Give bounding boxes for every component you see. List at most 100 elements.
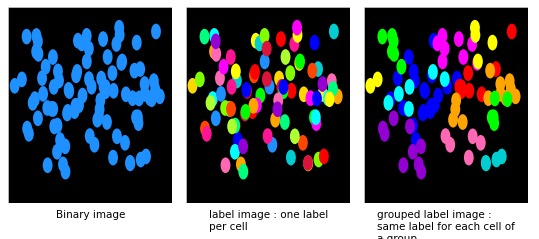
Ellipse shape [49,79,59,95]
Ellipse shape [458,114,468,130]
Ellipse shape [327,73,337,89]
Ellipse shape [409,64,419,79]
Text: label image : one label
per cell: label image : one label per cell [209,210,328,232]
Ellipse shape [279,84,288,99]
Ellipse shape [233,132,243,148]
Ellipse shape [136,152,146,167]
Ellipse shape [140,86,150,102]
Ellipse shape [226,49,236,65]
Ellipse shape [404,101,414,117]
Ellipse shape [95,101,105,117]
Ellipse shape [55,132,65,148]
Ellipse shape [309,109,319,125]
Ellipse shape [488,35,497,50]
Ellipse shape [220,158,231,173]
Ellipse shape [262,71,272,87]
Ellipse shape [37,70,47,86]
Ellipse shape [211,33,220,49]
Ellipse shape [63,104,73,120]
Ellipse shape [72,64,82,80]
Ellipse shape [38,86,48,102]
Ellipse shape [195,71,205,87]
Ellipse shape [317,76,327,92]
Ellipse shape [226,101,236,117]
Ellipse shape [299,87,309,102]
Ellipse shape [31,44,41,59]
Ellipse shape [404,49,413,65]
Ellipse shape [430,98,440,113]
Ellipse shape [377,29,388,44]
Ellipse shape [310,35,320,50]
Ellipse shape [273,92,283,108]
Ellipse shape [231,64,241,79]
Ellipse shape [150,81,160,97]
Ellipse shape [252,98,262,113]
Ellipse shape [64,83,74,99]
Ellipse shape [225,101,234,117]
Ellipse shape [450,109,460,125]
Ellipse shape [87,79,96,95]
Ellipse shape [109,83,119,99]
Ellipse shape [155,89,165,104]
Ellipse shape [428,64,438,80]
Ellipse shape [209,28,219,44]
Ellipse shape [215,70,225,86]
Ellipse shape [238,164,248,179]
Ellipse shape [303,156,313,171]
Ellipse shape [489,115,499,131]
Ellipse shape [485,63,495,78]
Ellipse shape [125,155,135,171]
Ellipse shape [85,128,95,144]
Ellipse shape [132,35,142,50]
Ellipse shape [452,71,462,86]
Ellipse shape [289,36,299,52]
Ellipse shape [389,110,399,126]
Ellipse shape [427,68,437,83]
Ellipse shape [454,79,464,95]
Ellipse shape [306,90,315,106]
Ellipse shape [50,119,59,134]
Ellipse shape [53,64,63,79]
Ellipse shape [135,61,145,77]
Ellipse shape [448,112,458,128]
Ellipse shape [17,71,27,87]
Ellipse shape [71,98,80,114]
Ellipse shape [254,36,265,51]
Ellipse shape [260,54,270,69]
Ellipse shape [505,73,515,89]
Ellipse shape [333,89,343,104]
Ellipse shape [410,73,420,88]
Ellipse shape [312,91,322,106]
Ellipse shape [307,63,317,78]
Ellipse shape [372,71,383,87]
Ellipse shape [227,79,237,95]
Ellipse shape [425,103,436,119]
Ellipse shape [476,135,486,151]
Ellipse shape [293,27,302,43]
Ellipse shape [451,92,461,108]
Ellipse shape [273,101,282,117]
Ellipse shape [262,128,273,144]
Ellipse shape [151,24,161,39]
Ellipse shape [10,78,19,94]
Ellipse shape [188,78,197,94]
Ellipse shape [250,64,260,80]
Ellipse shape [385,91,396,107]
Ellipse shape [314,152,323,167]
Text: grouped label image :
same label for each cell of
a group: grouped label image : same label for eac… [377,210,515,239]
Ellipse shape [468,128,478,144]
Ellipse shape [54,73,64,88]
Ellipse shape [324,91,335,107]
Ellipse shape [95,92,105,108]
Ellipse shape [22,121,32,136]
Ellipse shape [103,49,113,65]
Ellipse shape [433,88,443,103]
Ellipse shape [247,103,258,119]
Ellipse shape [27,95,38,111]
Ellipse shape [96,71,106,86]
Ellipse shape [126,156,135,171]
Ellipse shape [208,91,218,107]
Ellipse shape [389,46,399,62]
Ellipse shape [48,49,58,65]
Ellipse shape [260,28,270,44]
